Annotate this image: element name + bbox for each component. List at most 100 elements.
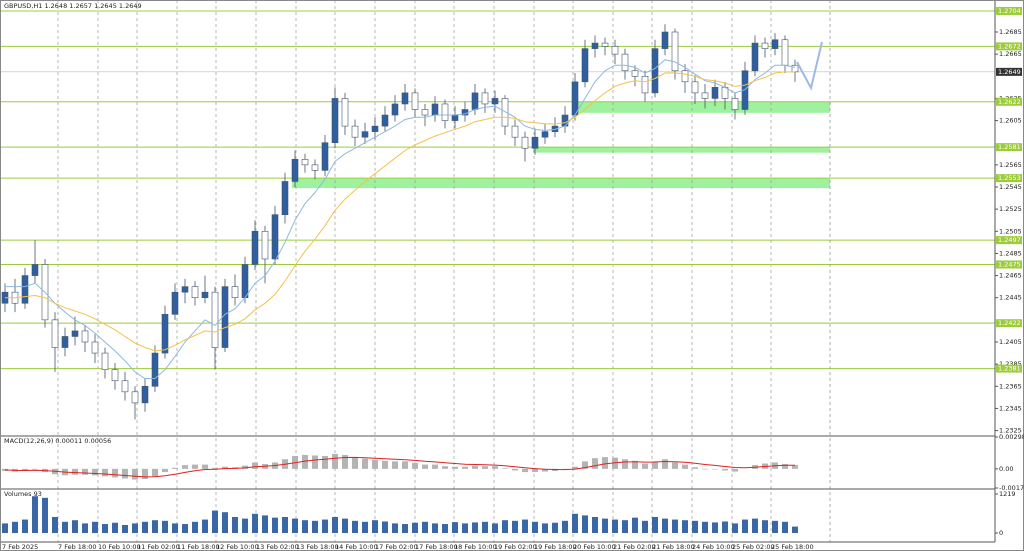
volume-bar: [572, 513, 578, 533]
moving-average: [5, 71, 795, 352]
macd-bar: [82, 468, 88, 475]
level-label: 1.2672: [998, 42, 1021, 50]
macd-bar: [152, 468, 158, 477]
volume-bar: [762, 520, 768, 533]
volume-bar: [502, 520, 508, 533]
macd-bar: [692, 467, 698, 469]
volume-bar: [582, 515, 588, 533]
macd-bar: [372, 459, 378, 469]
candle-body: [271, 214, 279, 260]
x-tick-label: 24 Feb 10:00: [692, 543, 735, 551]
volume-bar: [462, 523, 468, 533]
macd-bar: [602, 457, 608, 469]
candle-body: [261, 230, 269, 260]
candle-body: [341, 98, 349, 127]
x-tick-label: 20 Feb 10:00: [573, 543, 616, 551]
macd-bar: [162, 468, 168, 473]
candle-body: [401, 92, 409, 105]
volume-bar: [122, 525, 128, 533]
volume-bar: [642, 520, 648, 533]
macd-bar: [522, 468, 528, 473]
macd-bar: [412, 462, 418, 469]
macd-bar: [572, 466, 578, 469]
volume-bar: [672, 519, 678, 533]
volume-bar: [492, 523, 498, 533]
candle-body: [621, 53, 629, 72]
volume-bar: [722, 521, 728, 533]
x-tick-label: 11 Feb 02:00: [137, 543, 180, 551]
macd-bar: [22, 468, 28, 471]
volume-bar: [112, 522, 118, 533]
zone: [292, 178, 830, 189]
candle-body: [181, 286, 189, 293]
volume-bar: [752, 518, 758, 533]
macd-bar: [612, 457, 618, 469]
x-tick-label: 21 Feb 02:00: [613, 543, 656, 551]
macd-bar: [142, 468, 148, 480]
candle-body: [361, 131, 369, 138]
y-tick-label: 1.2385: [999, 360, 1022, 368]
candle-body: [351, 125, 359, 138]
volume-bar: [392, 523, 398, 533]
candle-body: [241, 264, 249, 299]
volume-bar: [302, 520, 308, 533]
volume-bar: [222, 512, 228, 533]
candle-body: [291, 159, 299, 182]
candle-body: [211, 291, 219, 348]
y-tick-label: 1.2565: [999, 161, 1022, 169]
zones: [292, 101, 830, 189]
candle-body: [371, 125, 379, 132]
y-tick-label: 0.00298: [999, 433, 1024, 441]
volume-bar: [432, 523, 438, 533]
volume-bar: [102, 524, 108, 533]
candle-body: [161, 314, 169, 354]
macd-bar: [102, 468, 108, 477]
volume-bar: [772, 520, 778, 533]
macd-bar: [402, 461, 408, 469]
candle-body: [91, 341, 99, 354]
macd-bar: [532, 468, 538, 473]
volume-bar: [92, 521, 98, 533]
candle-body: [231, 286, 239, 299]
level-label-box: [996, 97, 1022, 106]
volume-label: Volumes 93: [4, 490, 42, 498]
y-tick-label: 1.2685: [999, 28, 1022, 36]
candle-body: [131, 391, 139, 404]
x-tick-label: 14 Feb 10:00: [335, 543, 378, 551]
candle-body: [701, 92, 709, 99]
macd-bar: [432, 464, 438, 469]
macd-bar: [732, 468, 738, 472]
volume-bar: [252, 513, 258, 533]
volume-bar: [342, 518, 348, 533]
volume-bar: [702, 521, 708, 533]
volume-bar: [682, 520, 688, 533]
y-tick-label: 0.00: [999, 465, 1013, 473]
volume-bar: [452, 522, 458, 533]
macd-bar: [702, 468, 708, 470]
volume-bar: [552, 522, 558, 533]
macd-bar: [542, 468, 548, 472]
macd-bar: [192, 464, 198, 469]
volume-bar: [82, 523, 88, 533]
volume-bar: [592, 517, 598, 533]
volume-bar: [52, 517, 58, 533]
candle-body: [421, 109, 429, 116]
candle-body: [661, 31, 669, 49]
macd-bar: [442, 466, 448, 469]
x-tick-label: 13 Feb 18:00: [296, 543, 339, 551]
current-price-label: 1.2649: [998, 68, 1021, 76]
volume-bar: [2, 523, 8, 533]
candle-body: [731, 98, 739, 110]
macd-bar: [452, 466, 458, 469]
volume-bar: [232, 517, 238, 533]
y-tick-label: 1.2365: [999, 382, 1022, 390]
volume-bar: [442, 524, 448, 533]
candle-body: [781, 39, 789, 66]
y-tick-label: 0: [999, 529, 1003, 537]
candle-body: [491, 98, 499, 105]
macd-bar: [72, 468, 78, 475]
x-tick-label: 19 Feb 02:00: [494, 543, 537, 551]
volume-bar: [402, 524, 408, 533]
y-tick-label: 1.2445: [999, 294, 1022, 302]
volume-bar: [322, 519, 328, 533]
